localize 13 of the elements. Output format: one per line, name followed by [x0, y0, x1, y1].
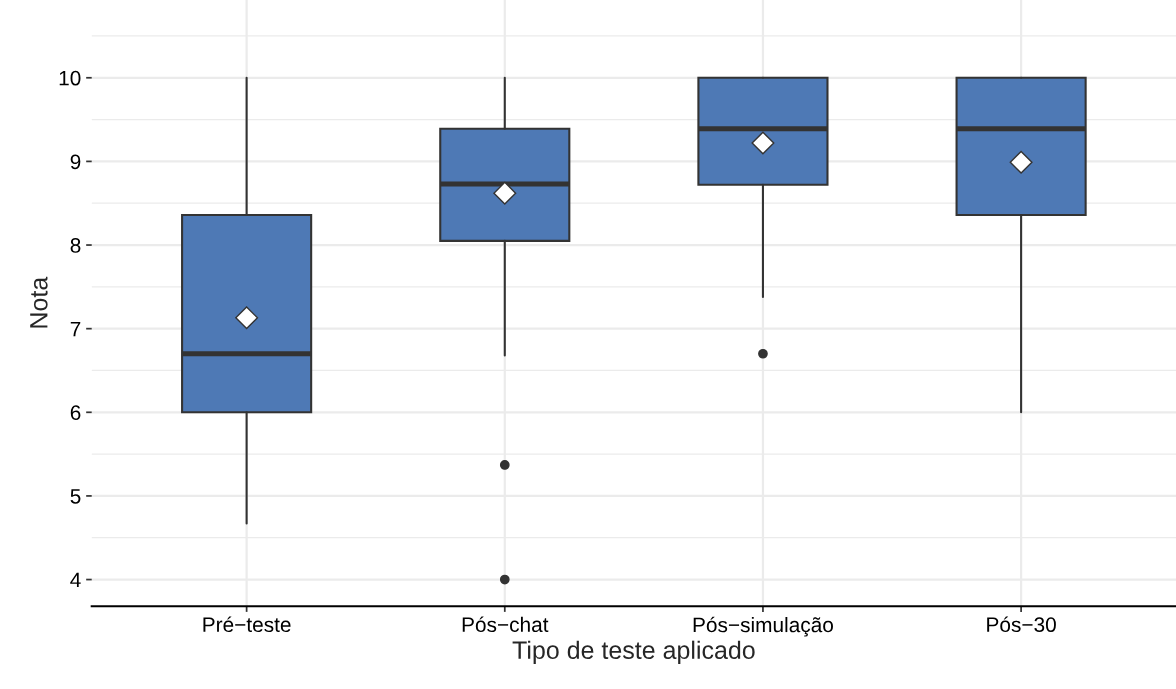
- x-tick-label: Pós−30: [987, 616, 1056, 633]
- y-tick-label: 7: [70, 321, 81, 337]
- y-tick-label: 5: [70, 489, 81, 504]
- y-tick-label: 6: [70, 405, 81, 421]
- y-tick-label: 10: [59, 70, 81, 86]
- y-tick-label: 4: [70, 572, 81, 588]
- y-tick-label: 9: [70, 154, 81, 170]
- x-tick-label: Pré−teste: [203, 616, 291, 633]
- x-axis-title: Tipo de teste aplicado: [512, 640, 755, 664]
- x-tick-label: Pós−simulação: [693, 616, 833, 637]
- y-tick-label: 8: [70, 238, 81, 253]
- y-axis-title: Nota: [30, 276, 48, 328]
- x-tick-label: Pós−chat: [462, 616, 549, 633]
